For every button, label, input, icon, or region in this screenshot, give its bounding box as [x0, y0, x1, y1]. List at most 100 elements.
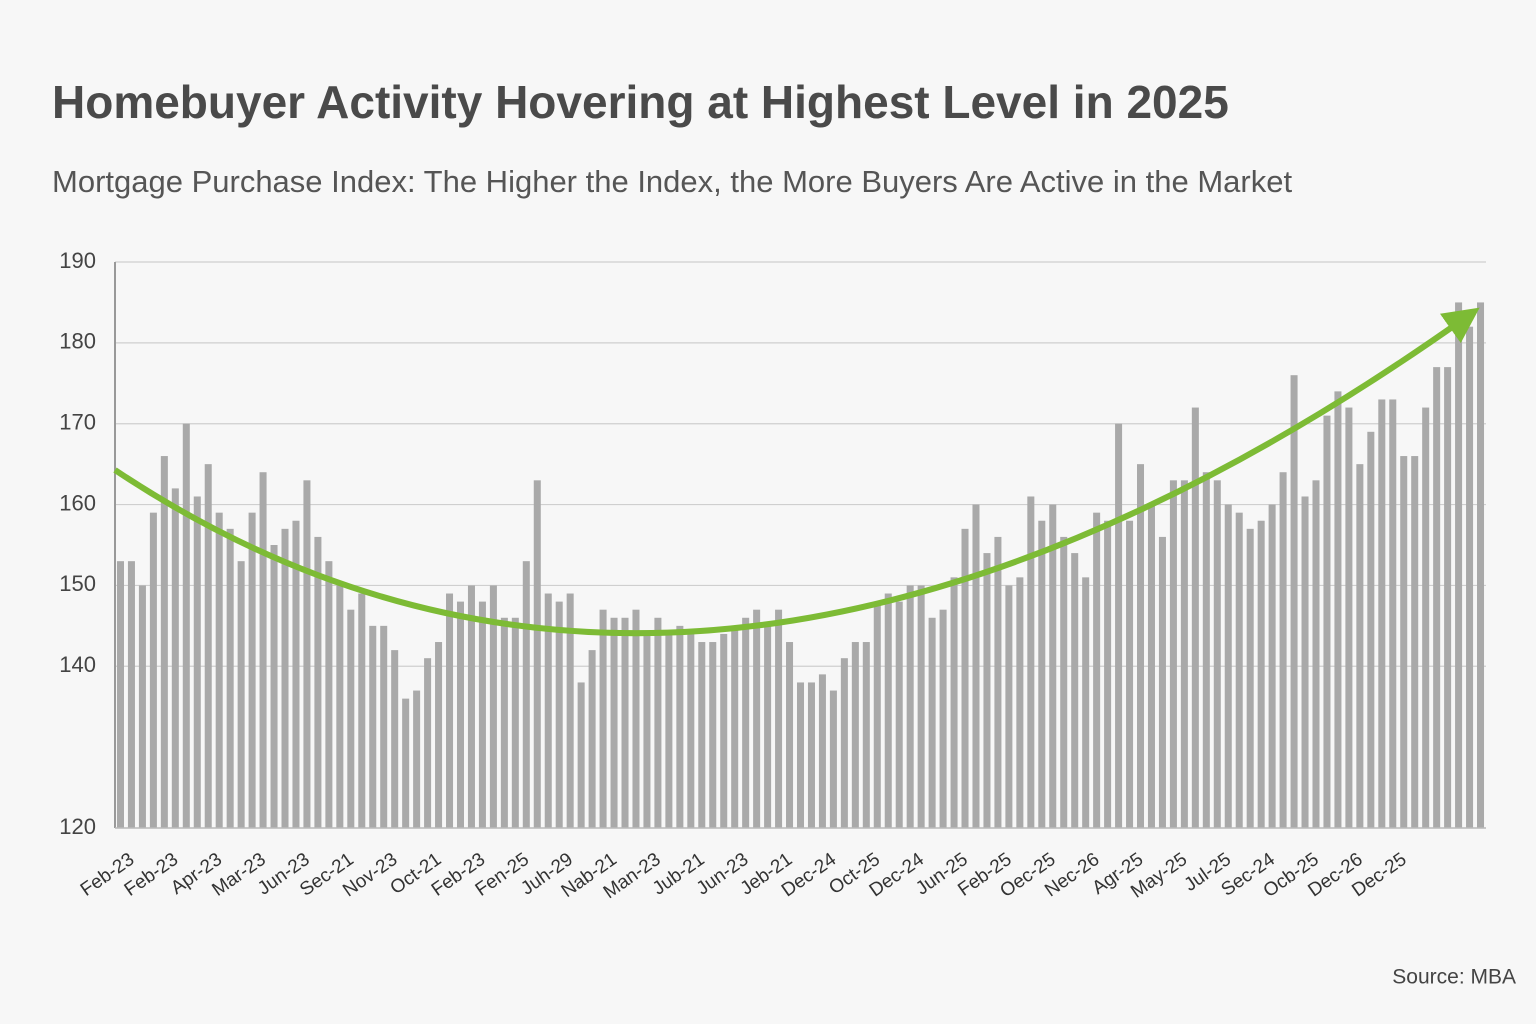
bar [742, 617, 750, 828]
bar [127, 561, 135, 828]
y-tick-label: 190 [59, 248, 96, 273]
bar [687, 633, 695, 828]
bar [873, 601, 881, 828]
bar [862, 642, 870, 828]
bar [1060, 536, 1068, 828]
bar [665, 633, 673, 828]
bar [248, 512, 256, 828]
bar [1367, 431, 1375, 828]
bar [1378, 399, 1386, 828]
bar [775, 609, 783, 828]
bar [972, 504, 980, 828]
bar [380, 625, 388, 828]
bar [358, 593, 366, 828]
bar [1082, 577, 1090, 828]
bar [478, 601, 486, 828]
bar [566, 593, 574, 828]
bar [1301, 496, 1309, 828]
bar [270, 545, 278, 828]
bar [983, 553, 991, 828]
bar [1005, 585, 1013, 828]
bar [599, 609, 607, 828]
bar [676, 625, 684, 828]
bar [500, 617, 508, 828]
bar [654, 617, 662, 828]
bar [1038, 520, 1046, 828]
bar [1422, 407, 1430, 828]
bar [731, 625, 739, 828]
bar [369, 625, 377, 828]
bar [259, 472, 267, 828]
chart-title: Homebuyer Activity Hovering at Highest L… [52, 76, 1229, 128]
trend-arrow [113, 307, 1480, 637]
bar [182, 423, 190, 828]
bar [446, 593, 454, 828]
bar [709, 642, 717, 828]
bar [1104, 520, 1112, 828]
bar [215, 512, 223, 828]
bar [1049, 504, 1057, 828]
bar [786, 642, 794, 828]
bar [917, 585, 925, 828]
bar [840, 658, 848, 828]
bar [577, 682, 585, 828]
bar [1389, 399, 1397, 828]
y-tick-label: 180 [59, 329, 96, 354]
bar [1180, 480, 1188, 828]
bar [764, 625, 772, 828]
bar [226, 528, 234, 828]
y-tick-label: 160 [59, 490, 96, 515]
bar [160, 456, 168, 828]
bar [193, 496, 201, 828]
bar [204, 464, 212, 828]
bar [1466, 326, 1474, 828]
bar [632, 609, 640, 828]
bar [1444, 367, 1452, 828]
x-labels: Feb-23Feb-23Apr-23Mar-23Jun-23Sec-21Nov-… [77, 849, 1411, 903]
bar [435, 642, 443, 828]
bar [1191, 407, 1199, 828]
bar [1071, 553, 1079, 828]
bar [1027, 496, 1035, 828]
bar [1257, 520, 1265, 828]
bar [643, 633, 651, 828]
bar [1411, 456, 1419, 828]
y-tick-label: 170 [59, 410, 96, 435]
bar [753, 609, 761, 828]
bar [895, 601, 903, 828]
bar [347, 609, 355, 828]
bar [116, 561, 124, 828]
bar [1202, 472, 1210, 828]
bar [511, 617, 519, 828]
bar [1093, 512, 1101, 828]
bar [391, 650, 399, 828]
bar [456, 601, 465, 828]
bar [1169, 480, 1177, 828]
bar [292, 520, 300, 828]
bar [720, 633, 728, 828]
bar [1312, 480, 1320, 828]
bar [807, 682, 815, 828]
bar [1455, 302, 1463, 828]
bar [138, 585, 146, 828]
bar [994, 536, 1002, 828]
bar [884, 593, 892, 828]
bar [961, 528, 969, 828]
bar [1334, 391, 1342, 828]
bar [1433, 367, 1441, 828]
bar [1224, 504, 1232, 828]
bar [906, 585, 914, 828]
bar [1279, 472, 1287, 828]
bar [1158, 536, 1166, 828]
bar [237, 561, 245, 828]
bar [818, 674, 826, 828]
bar [1268, 504, 1276, 828]
bar [544, 593, 552, 828]
source-note: Source: MBA [1392, 966, 1516, 989]
bar [939, 609, 947, 828]
bars [116, 302, 1485, 828]
bar [533, 480, 541, 828]
bar [1323, 415, 1331, 828]
bar [1235, 512, 1243, 828]
